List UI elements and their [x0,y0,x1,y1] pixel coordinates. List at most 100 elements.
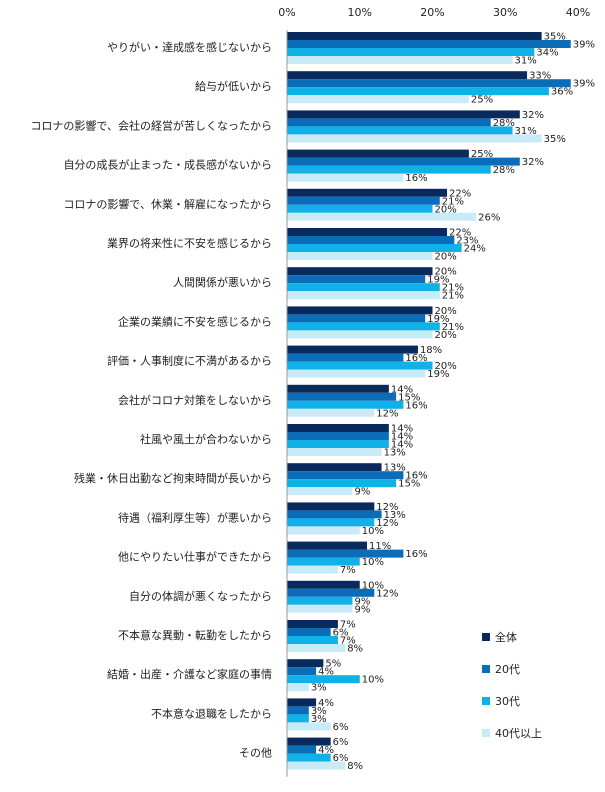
legend-swatch [482,729,490,737]
category-label: コロナの影響で、休業・解雇になったから [63,197,272,211]
data-label: 26% [478,212,500,223]
bar [287,95,469,104]
bars [287,32,571,770]
bar [287,345,418,354]
data-label: 31% [515,56,537,67]
bar [287,424,389,432]
bar [287,40,571,48]
data-label: 31% [515,126,537,137]
bar [287,244,462,252]
bar [287,636,338,644]
data-label: 14% [391,424,413,435]
data-label: 10% [362,557,384,568]
bar [287,79,571,88]
data-label: 4% [318,698,334,709]
category-label: 業界の将来性に不安を感じるから [107,236,272,250]
bar [287,737,331,746]
bar [287,526,360,535]
data-label: 21% [442,322,464,333]
bar [287,596,353,605]
bar [287,322,440,331]
data-label: 39% [573,79,595,90]
bar [287,471,404,480]
data-label: 6% [333,753,349,764]
bar [287,126,513,135]
data-label: 14% [391,440,413,451]
data-label: 15% [398,392,420,403]
data-label: 19% [427,314,449,325]
bar [287,306,433,315]
data-label: 6% [333,628,349,639]
bar [287,714,309,723]
data-label: 32% [522,110,544,121]
data-label: 24% [464,244,486,255]
data-label: 20% [435,361,457,372]
legend-swatch [482,697,490,705]
data-label: 28% [493,118,515,129]
data-label: 7% [340,620,356,631]
bar [287,745,317,754]
data-label: 9% [354,487,370,498]
x-tick-label: 0% [278,6,295,19]
bar [287,479,397,488]
bar [287,291,440,300]
bar [287,392,397,401]
bar [287,448,382,456]
data-label: 6% [333,722,349,733]
bar [287,252,433,260]
bar [287,463,382,472]
bar [287,667,317,676]
x-tick-label: 10% [348,6,372,19]
bar [287,518,375,527]
bar [287,32,542,40]
bar [287,432,389,440]
x-tick-label: 20% [420,6,444,19]
data-label: 8% [347,761,363,772]
data-label: 20% [435,306,457,317]
data-label: 7% [340,636,356,647]
data-label: 3% [311,683,327,694]
data-label: 14% [391,432,413,443]
bar [287,330,433,339]
data-label: 25% [471,149,493,160]
legend-label: 全体 [495,630,517,644]
bar [287,628,331,636]
category-label: 不本意な退職をしたから [151,706,272,720]
bar [287,541,368,550]
bar [287,706,309,715]
data-label: 4% [318,667,334,678]
bar [287,267,433,276]
bar [287,369,426,378]
bar [287,196,440,205]
data-label: 16% [405,353,427,364]
category-label: 他にやりたい仕事ができたから [118,550,272,564]
bar [287,408,375,417]
bar [287,212,477,221]
data-label: 14% [391,384,413,395]
bar [287,565,338,574]
bar [287,283,440,292]
category-label: 企業の業績に不安を感じるから [118,314,272,328]
data-label: 20% [435,204,457,215]
data-label: 13% [384,510,406,521]
data-label: 19% [427,275,449,286]
data-label: 22% [449,228,471,239]
data-label: 19% [427,369,449,380]
bar [287,722,331,731]
data-label: 21% [442,196,464,207]
bar [287,659,324,668]
data-label: 12% [376,518,398,529]
bar [287,510,382,519]
data-label: 7% [340,565,356,576]
data-label: 12% [376,502,398,513]
data-label: 32% [522,157,544,168]
data-label: 28% [493,165,515,176]
category-label: 不本意な異動・転勤をしたから [118,628,272,642]
bar [287,361,433,370]
data-label: 16% [405,173,427,184]
category-label: 社風や風土が合わないから [140,432,272,446]
data-label: 36% [551,87,573,98]
bar [287,110,520,119]
